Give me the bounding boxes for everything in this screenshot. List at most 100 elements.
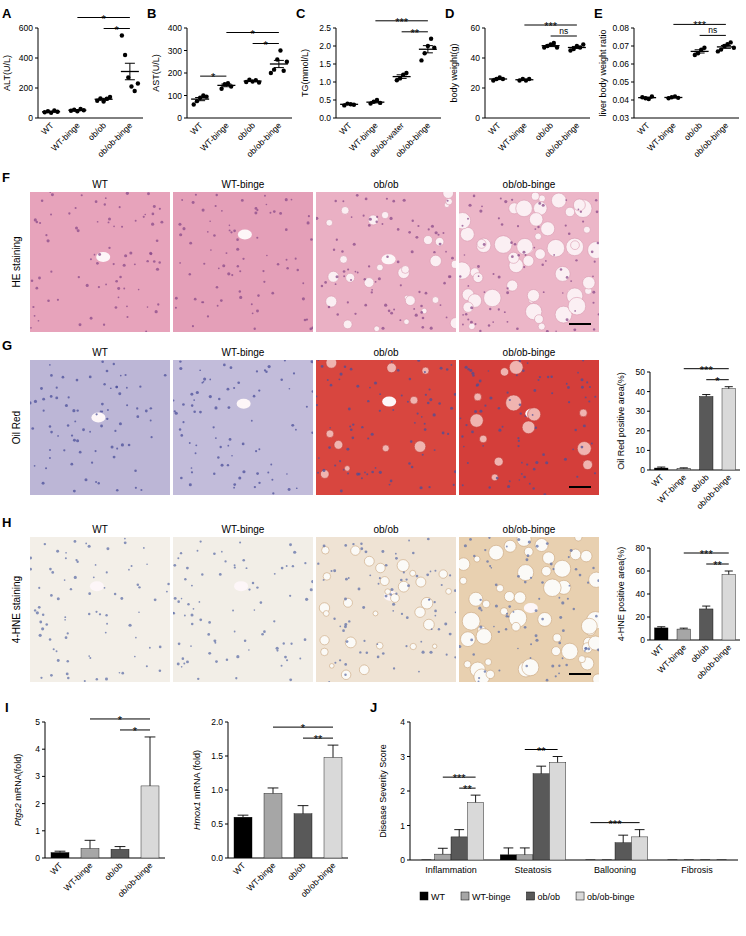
cell-nucleus — [273, 210, 276, 213]
cell-nucleus — [424, 423, 426, 425]
cell-nucleus — [272, 492, 274, 494]
cell-nucleus — [446, 317, 448, 319]
cell-nucleus — [65, 552, 67, 554]
cell-nucleus — [333, 618, 335, 620]
cell-nucleus — [286, 473, 288, 475]
cell-nucleus — [495, 584, 498, 587]
cell-nucleus — [152, 213, 155, 216]
cell-nucleus — [399, 319, 401, 321]
cell-nucleus — [417, 360, 420, 362]
cell-nucleus — [391, 361, 393, 363]
error-bar — [553, 757, 563, 763]
error-bar — [684, 860, 694, 861]
cell-nucleus — [286, 565, 288, 567]
cell-nucleus — [95, 564, 97, 566]
cell-nucleus — [40, 677, 42, 679]
cell-nucleus — [310, 238, 313, 241]
cell-nucleus — [234, 566, 236, 568]
significance-label: *** — [453, 772, 467, 784]
y-tick-label: 200 — [168, 68, 182, 78]
cell-nucleus — [474, 410, 477, 413]
cell-nucleus — [489, 486, 491, 488]
lipid-vacuole — [376, 563, 386, 573]
cell-nucleus — [254, 609, 256, 611]
cell-nucleus — [121, 443, 124, 446]
lipid-vacuole — [343, 598, 352, 607]
panel-letter: C — [296, 6, 306, 21]
bar — [533, 774, 549, 860]
cell-nucleus — [477, 265, 480, 268]
cell-nucleus — [105, 284, 107, 286]
cell-nucleus — [49, 568, 52, 571]
cell-nucleus — [352, 543, 354, 545]
cell-nucleus — [166, 591, 168, 593]
cell-nucleus — [236, 248, 239, 251]
x-tick-label: ob/ob — [682, 120, 704, 142]
cell-nucleus — [113, 225, 115, 227]
cell-nucleus — [121, 226, 123, 228]
y-axis — [650, 372, 651, 470]
cell-nucleus — [276, 647, 279, 650]
error-bar — [702, 395, 710, 397]
cell-nucleus — [30, 401, 32, 404]
cell-nucleus — [209, 395, 212, 398]
cell-nucleus — [284, 360, 286, 362]
y-tick — [482, 28, 485, 29]
cell-nucleus — [517, 437, 519, 439]
cell-nucleus — [483, 243, 486, 246]
cell-nucleus — [311, 360, 313, 363]
y-tick — [647, 470, 650, 471]
lipid-vacuole — [423, 236, 432, 245]
cell-nucleus — [427, 538, 430, 541]
lipid-vacuole — [517, 238, 533, 254]
error-bar — [536, 766, 546, 774]
cell-nucleus — [90, 258, 92, 260]
y-tick-label: 4 — [35, 744, 40, 754]
cell-nucleus — [195, 194, 197, 196]
lipid-vacuole — [376, 642, 383, 649]
cell-nucleus — [368, 265, 370, 267]
lipid-vacuole — [504, 591, 514, 601]
cell-nucleus — [454, 470, 456, 473]
y-axis-label: 4-HNE positive area(%) — [616, 547, 626, 642]
lipid-vacuole — [522, 659, 539, 676]
cell-nucleus — [57, 659, 60, 662]
cell-nucleus — [405, 645, 407, 647]
cell-nucleus — [241, 199, 244, 202]
error-bar — [503, 848, 513, 855]
cell-nucleus — [281, 567, 284, 570]
lipid-vacuole — [450, 318, 456, 329]
cell-nucleus — [321, 285, 323, 287]
cell-nucleus — [501, 223, 504, 226]
cell-nucleus — [147, 306, 149, 308]
y-tick — [482, 58, 485, 59]
lipid-vacuole — [328, 271, 339, 282]
cell-nucleus — [422, 317, 425, 320]
cell-nucleus — [406, 616, 409, 619]
cell-nucleus — [105, 197, 107, 199]
cell-nucleus — [242, 559, 245, 562]
y-tick — [35, 58, 38, 59]
cell-nucleus — [502, 426, 504, 428]
cell-nucleus — [157, 303, 159, 305]
cell-nucleus — [150, 419, 152, 421]
central-vein — [96, 252, 110, 262]
cell-nucleus — [180, 434, 183, 437]
error-bar — [618, 835, 628, 843]
lipid-vacuole — [439, 570, 447, 578]
lipid-vacuole — [583, 226, 590, 233]
cell-nucleus — [292, 565, 294, 567]
cell-nucleus — [189, 483, 192, 486]
bar — [451, 837, 467, 860]
lipid-vacuole — [323, 611, 329, 617]
cell-nucleus — [428, 599, 430, 601]
cell-nucleus — [537, 226, 539, 228]
y-tick-label: 600 — [19, 23, 33, 33]
cell-nucleus — [107, 409, 109, 411]
cell-nucleus — [342, 629, 345, 632]
cell-nucleus — [316, 396, 317, 398]
y-tick — [647, 391, 650, 392]
cell-nucleus — [98, 286, 100, 288]
image-title: WT — [92, 347, 108, 358]
lipid-vacuole — [522, 421, 535, 434]
